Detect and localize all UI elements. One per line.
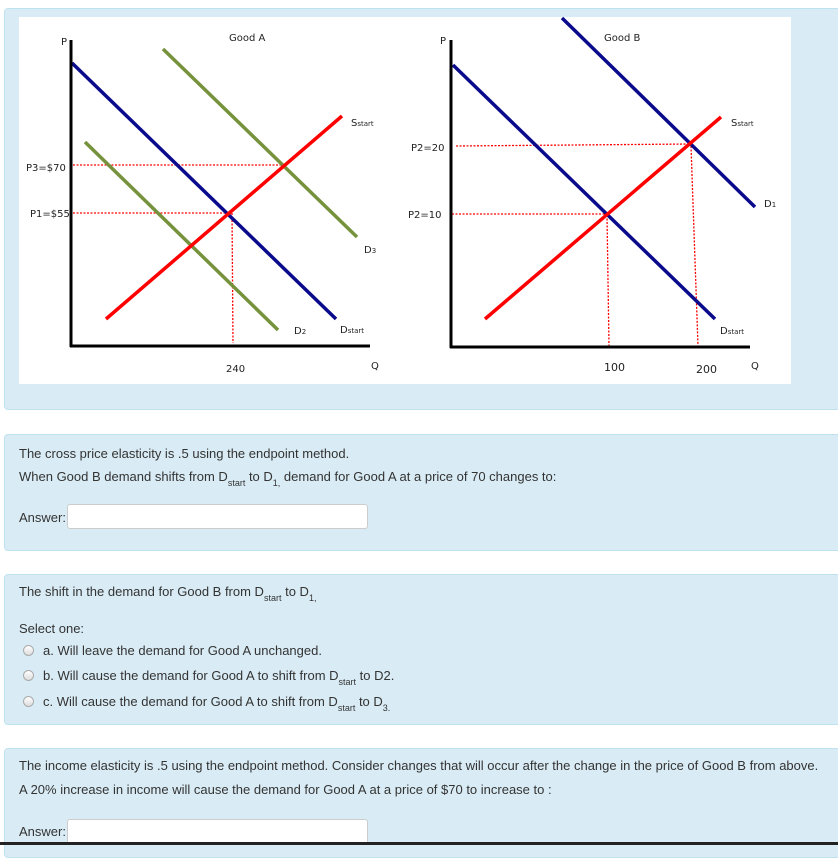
d3-label: D3 <box>364 245 376 256</box>
option-c[interactable]: c. Will cause the demand for Good A to s… <box>23 694 390 713</box>
demand-dstart-line <box>451 63 717 321</box>
question-text-line2: When Good B demand shifts from Dstart to… <box>19 469 557 488</box>
supply-label: Sstart <box>731 118 754 129</box>
p-axis-label: P <box>440 36 446 47</box>
select-one-label: Select one: <box>19 621 85 636</box>
answer-label: Answer: <box>19 510 66 525</box>
q-axis-label: Q <box>371 361 379 372</box>
question-cross-price: The cross price elasticity is .5 using t… <box>4 434 838 551</box>
supply-demand-figure: P Good A P3=$70 P1=$55 240 Q Sstart D3 D… <box>19 16 791 384</box>
supply-label: Sstart <box>351 118 374 129</box>
option-c-radio[interactable] <box>23 696 34 707</box>
p3-label: P3=$70 <box>26 163 66 174</box>
guide-q240 <box>231 212 234 344</box>
window-bottom-edge <box>0 842 838 845</box>
q-tick-100: 100 <box>604 361 625 374</box>
question-income-elasticity: The income elasticity is .5 using the en… <box>4 748 838 858</box>
q-axis-label: Q <box>751 361 759 372</box>
graph-good-a: P Good A P3=$70 P1=$55 240 Q Sstart D3 D… <box>26 33 379 375</box>
answer-input[interactable] <box>67 819 368 844</box>
p20-label: P2=20 <box>411 143 445 154</box>
demand-d1-line <box>560 16 757 209</box>
demand-dstart-line <box>70 61 338 321</box>
demand-d2-line <box>83 140 280 332</box>
graph-title: Good B <box>604 33 641 44</box>
supply-line <box>483 115 723 321</box>
q-tick-240: 240 <box>226 364 245 375</box>
question-demand-shift: The shift in the demand for Good B from … <box>4 574 838 725</box>
q-tick-200: 200 <box>696 363 717 376</box>
question-text-line1: The cross price elasticity is .5 using t… <box>19 446 350 461</box>
d2-label: D2 <box>294 326 306 337</box>
answer-label: Answer: <box>19 824 66 839</box>
supply-demand-graphs: P Good A P3=$70 P1=$55 240 Q Sstart D3 D… <box>26 16 776 376</box>
guide-q200 <box>690 145 699 347</box>
question-text-line2: A 20% increase in income will cause the … <box>19 782 552 797</box>
graph-good-b: P Good B P2=20 P2=10 100 200 Q Sstart D1… <box>408 16 776 376</box>
option-b-radio[interactable] <box>23 670 34 681</box>
d1-label: D1 <box>764 199 776 210</box>
question-text-line1: The income elasticity is .5 using the en… <box>19 758 819 773</box>
demand-d3-line <box>161 47 359 239</box>
option-a-radio[interactable] <box>23 645 34 656</box>
guide-p20 <box>455 143 692 147</box>
option-b[interactable]: b. Will cause the demand for Good A to s… <box>23 668 394 687</box>
question-text: The shift in the demand for Good B from … <box>19 584 317 603</box>
answer-input[interactable] <box>67 504 368 529</box>
dstart-label: Dstart <box>340 325 364 336</box>
dstart-label: Dstart <box>720 326 744 337</box>
guide-q100 <box>606 214 610 347</box>
graph-title: Good A <box>229 33 266 44</box>
p1-label: P1=$55 <box>30 209 70 220</box>
p-axis-label: P <box>61 37 67 48</box>
option-a[interactable]: a. Will leave the demand for Good A unch… <box>23 643 322 658</box>
supply-line <box>104 114 344 321</box>
figure-card: P Good A P3=$70 P1=$55 240 Q Sstart D3 D… <box>4 8 838 410</box>
p10-label: P2=10 <box>408 210 442 221</box>
